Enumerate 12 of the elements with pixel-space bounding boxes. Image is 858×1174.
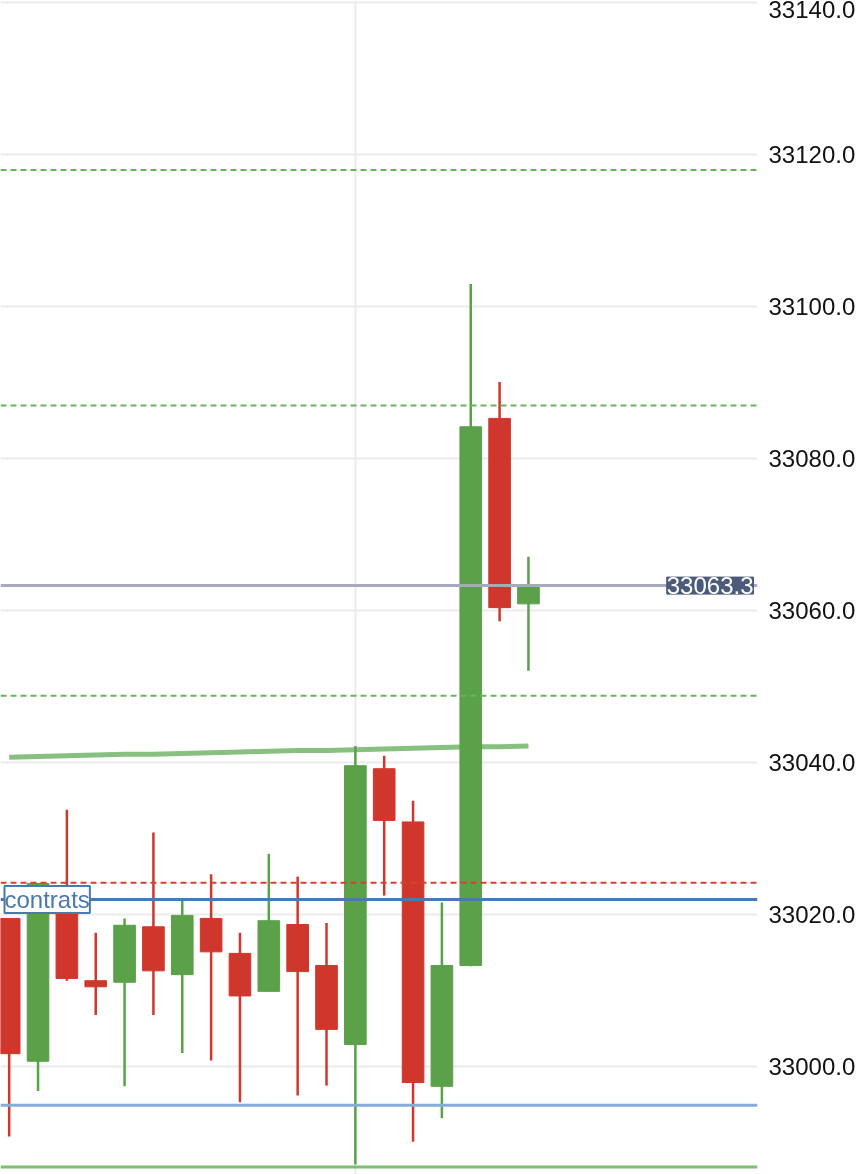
- y-tick-label: 33140.0: [768, 0, 856, 23]
- candlestick: [517, 555, 540, 672]
- y-tick-label: 33040.0: [768, 749, 856, 777]
- candlestick: [84, 931, 108, 1017]
- ref-line-label: 33063.3: [666, 572, 754, 600]
- y-tick-label: 33100.0: [768, 293, 856, 321]
- y-tick-label: 33120.0: [768, 141, 856, 169]
- y-tick-label: 33060.0: [768, 597, 856, 625]
- y-tick-label: 33020.0: [768, 901, 856, 929]
- y-tick-label: 33000.0: [768, 1053, 856, 1081]
- ref-line-label: contrats: [4, 885, 90, 913]
- y-tick-label: 33080.0: [768, 445, 856, 473]
